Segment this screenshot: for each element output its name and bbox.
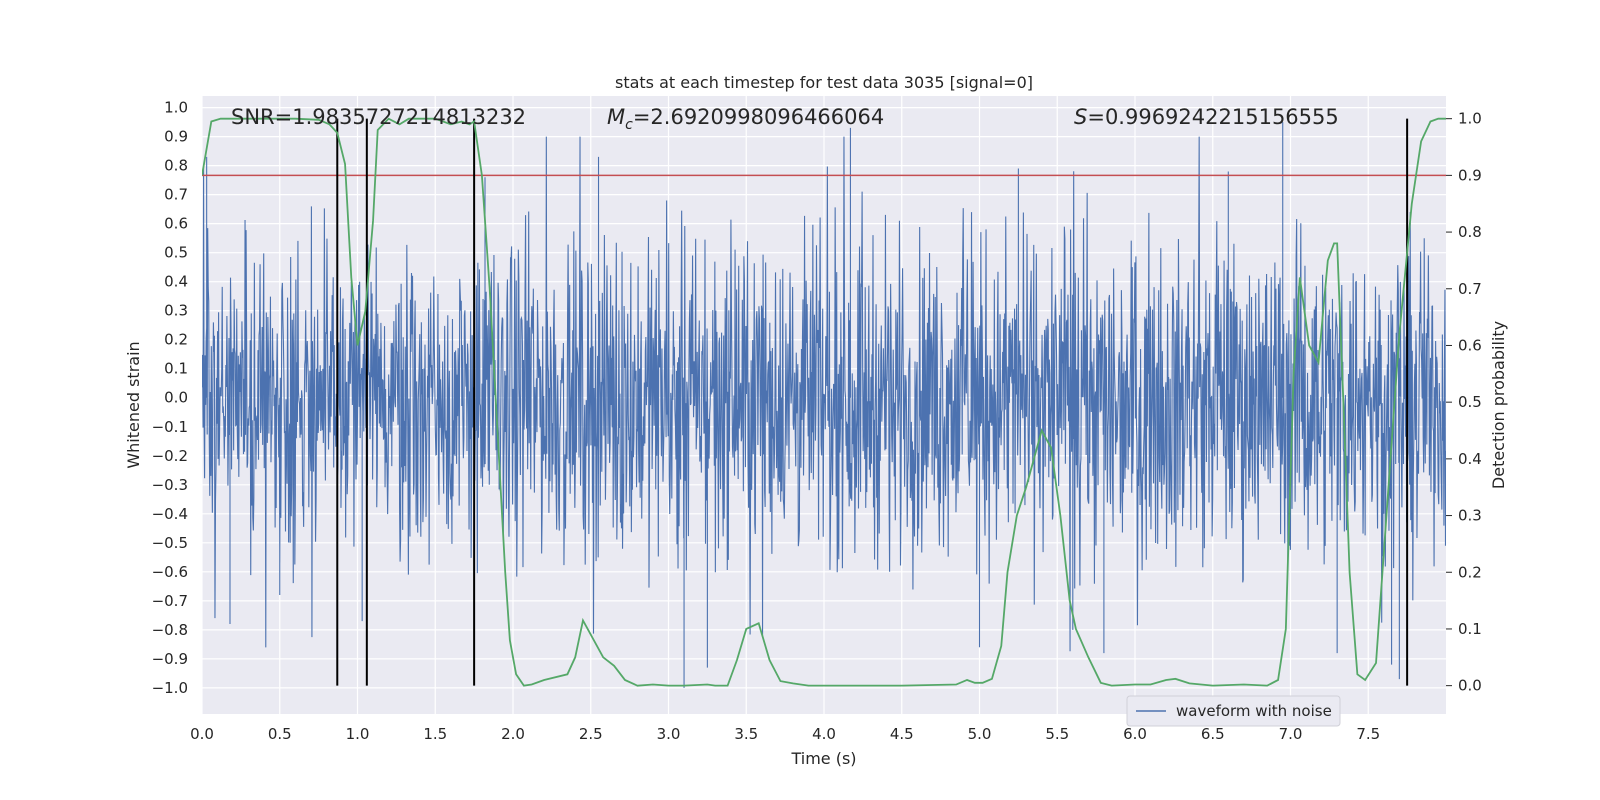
left-tick-label: 0.9 xyxy=(164,128,188,146)
chirp-mass-annotation: Mc=2.6920998096466064 xyxy=(607,105,884,133)
right-tick-label: 1.0 xyxy=(1458,110,1482,128)
right-tick-label: 0.3 xyxy=(1458,507,1482,525)
right-tick-label: 0.0 xyxy=(1458,677,1482,695)
left-tick-label: −0.4 xyxy=(152,505,188,523)
left-tick-label: 0.7 xyxy=(164,186,188,204)
right-tick-label: 0.4 xyxy=(1458,450,1482,468)
left-tick-label: 1.0 xyxy=(164,99,188,117)
left-tick-label: −0.6 xyxy=(152,563,188,581)
legend-waveform-label: waveform with noise xyxy=(1176,702,1332,720)
x-tick-label: 7.0 xyxy=(1279,725,1303,743)
left-tick-label: −0.8 xyxy=(152,621,188,639)
right-axis-ticks: 1.0 0.9 0.8 0.7 0.6 0.5 0.4 0.3 0.2 0.1 0.0 xyxy=(1446,110,1482,695)
chirp-mass-subscript: c xyxy=(625,117,633,133)
right-tick-label: 0.9 xyxy=(1458,166,1482,184)
left-tick-label: 0.2 xyxy=(164,331,188,349)
left-tick-label: −0.1 xyxy=(152,418,188,436)
chirp-mass-value: =2.6920998096466064 xyxy=(633,105,884,129)
left-tick-label: −0.7 xyxy=(152,592,188,610)
x-tick-label: 0.0 xyxy=(190,725,214,743)
x-tick-label: 3.5 xyxy=(734,725,758,743)
snr-annotation: SNR=1.9835727214813232 xyxy=(231,105,526,129)
right-tick-label: 0.8 xyxy=(1458,223,1482,241)
right-tick-label: 0.1 xyxy=(1458,620,1482,638)
right-axis-label: Detection probability xyxy=(1489,321,1508,489)
left-tick-label: 0.3 xyxy=(164,302,188,320)
left-tick-label: −1.0 xyxy=(152,679,188,697)
chirp-mass-symbol: M xyxy=(607,105,625,129)
left-tick-label: 0.5 xyxy=(164,244,188,262)
x-tick-label: 1.5 xyxy=(423,725,447,743)
significance-value: =0.9969242215156555 xyxy=(1087,105,1338,129)
x-tick-label: 5.0 xyxy=(968,725,992,743)
x-tick-label: 6.0 xyxy=(1123,725,1147,743)
x-axis-label: Time (s) xyxy=(790,749,856,768)
significance-symbol: S xyxy=(1074,105,1087,129)
left-tick-label: 0.1 xyxy=(164,360,188,378)
left-tick-label: 0.0 xyxy=(164,389,188,407)
x-tick-label: 5.5 xyxy=(1045,725,1069,743)
x-tick-label: 0.5 xyxy=(268,725,292,743)
significance-annotation: S=0.9969242215156555 xyxy=(1074,105,1339,129)
left-tick-label: −0.5 xyxy=(152,534,188,552)
x-tick-label: 2.0 xyxy=(501,725,525,743)
detection-lines xyxy=(336,118,1409,686)
right-tick-label: 0.2 xyxy=(1458,563,1482,581)
x-tick-label: 6.5 xyxy=(1201,725,1225,743)
left-axis-label: Whitened strain xyxy=(124,341,143,468)
legend-box xyxy=(1126,695,1341,727)
left-tick-label: 0.6 xyxy=(164,215,188,233)
left-tick-label: −0.3 xyxy=(152,476,188,494)
x-axis-ticks: 0.0 0.5 1.0 1.5 2.0 2.5 3.0 3.5 4.0 4.5 5.0 5.5 6.0 6… xyxy=(190,725,1380,743)
x-tick-label: 1.0 xyxy=(346,725,370,743)
x-tick-label: 7.5 xyxy=(1356,725,1380,743)
x-tick-label: 3.0 xyxy=(657,725,681,743)
left-tick-label: −0.9 xyxy=(152,650,188,668)
legend: waveform with noise xyxy=(1126,695,1341,727)
left-tick-label: 0.4 xyxy=(164,273,188,291)
x-tick-label: 2.5 xyxy=(579,725,603,743)
left-tick-label: −0.2 xyxy=(152,447,188,465)
left-tick-label: 0.8 xyxy=(164,157,188,175)
right-tick-label: 0.7 xyxy=(1458,280,1482,298)
x-tick-label: 4.5 xyxy=(890,725,914,743)
chart-title: stats at each timestep for test data 303… xyxy=(615,73,1033,92)
x-tick-label: 4.0 xyxy=(812,725,836,743)
right-tick-label: 0.5 xyxy=(1458,393,1482,411)
left-axis-ticks: 1.0 0.9 0.8 0.7 0.6 0.5 0.4 0.3 0.2 0.1 0.0 −0.1 −0.… xyxy=(152,99,188,697)
probability-series xyxy=(202,117,1446,687)
right-tick-label: 0.6 xyxy=(1458,336,1482,354)
